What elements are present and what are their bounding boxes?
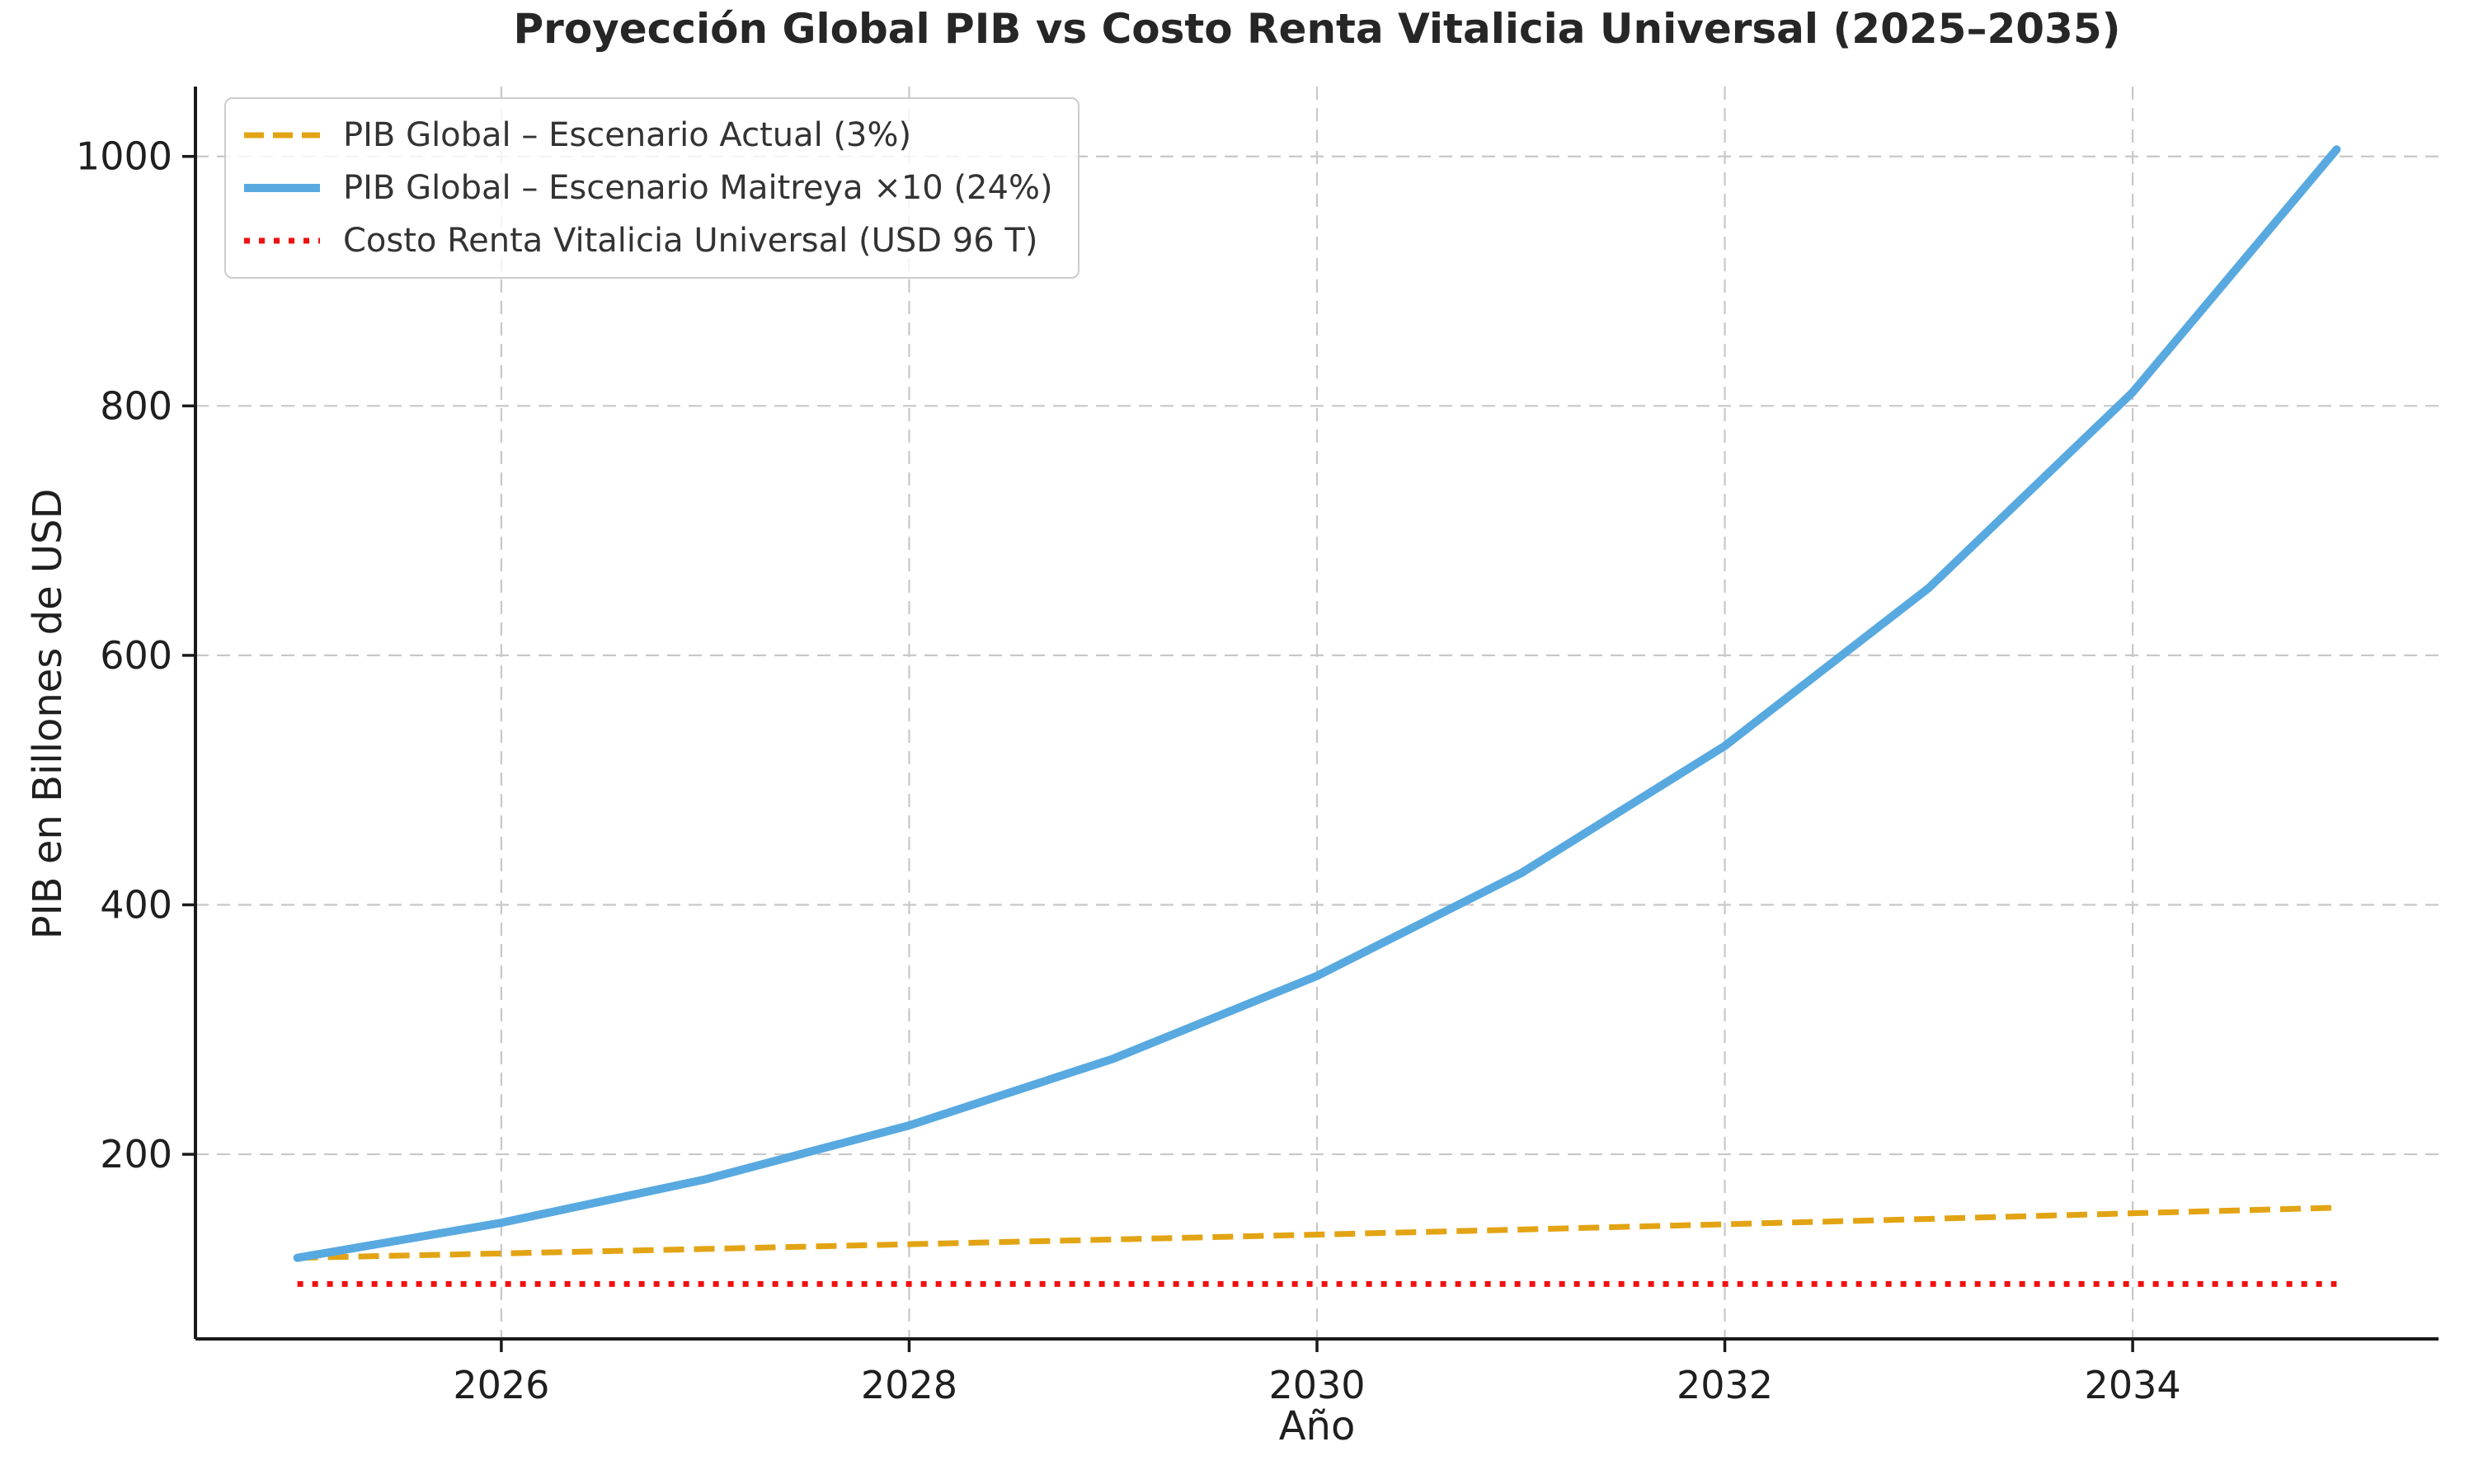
x-tick-label: 2032 — [1677, 1363, 1773, 1407]
x-tick-label: 2030 — [1268, 1363, 1365, 1407]
tick-marks — [182, 154, 2134, 1352]
y-tick-label: 200 — [100, 1132, 172, 1176]
tick-labels: 200 400 600 800 1000 2026 2028 2030 2032 2034 — [76, 134, 2181, 1407]
grid — [195, 87, 2439, 1339]
legend-item: PIB Global – Escenario Maitreya ×10 (24%… — [242, 163, 1053, 213]
y-axis-label: PIB en Billones de USD — [25, 488, 71, 940]
legend-swatch-dashed — [244, 132, 320, 139]
y-tick-label: 1000 — [76, 134, 172, 179]
x-tick-label: 2026 — [453, 1363, 549, 1407]
legend-label: PIB Global – Escenario Actual (3%) — [343, 116, 912, 154]
legend-item: PIB Global – Escenario Actual (3%) — [242, 110, 1053, 160]
series-line-1 — [293, 145, 2341, 1262]
legend-swatch-solid — [244, 184, 320, 192]
legend-label: PIB Global – Escenario Maitreya ×10 (24%… — [343, 169, 1053, 207]
x-tick-label: 2028 — [861, 1363, 957, 1407]
legend-item: Costo Renta Vitalicia Universal (USD 96 … — [242, 216, 1053, 265]
x-tick-label: 2034 — [2085, 1363, 2181, 1407]
y-tick-label: 600 — [100, 633, 172, 678]
series-lines — [293, 145, 2341, 1287]
series-line-0 — [297, 1205, 2337, 1261]
y-tick-label: 800 — [100, 383, 172, 428]
legend: PIB Global – Escenario Actual (3%) PIB Gl… — [224, 97, 1079, 279]
legend-swatch-dotted — [244, 237, 320, 244]
y-tick-label: 400 — [100, 882, 172, 927]
x-axis-label: Año — [1278, 1403, 1356, 1449]
chart-title: Proyección Global PIB vs Costo Renta Vit… — [513, 5, 2121, 53]
legend-label: Costo Renta Vitalicia Universal (USD 96 … — [343, 222, 1038, 260]
